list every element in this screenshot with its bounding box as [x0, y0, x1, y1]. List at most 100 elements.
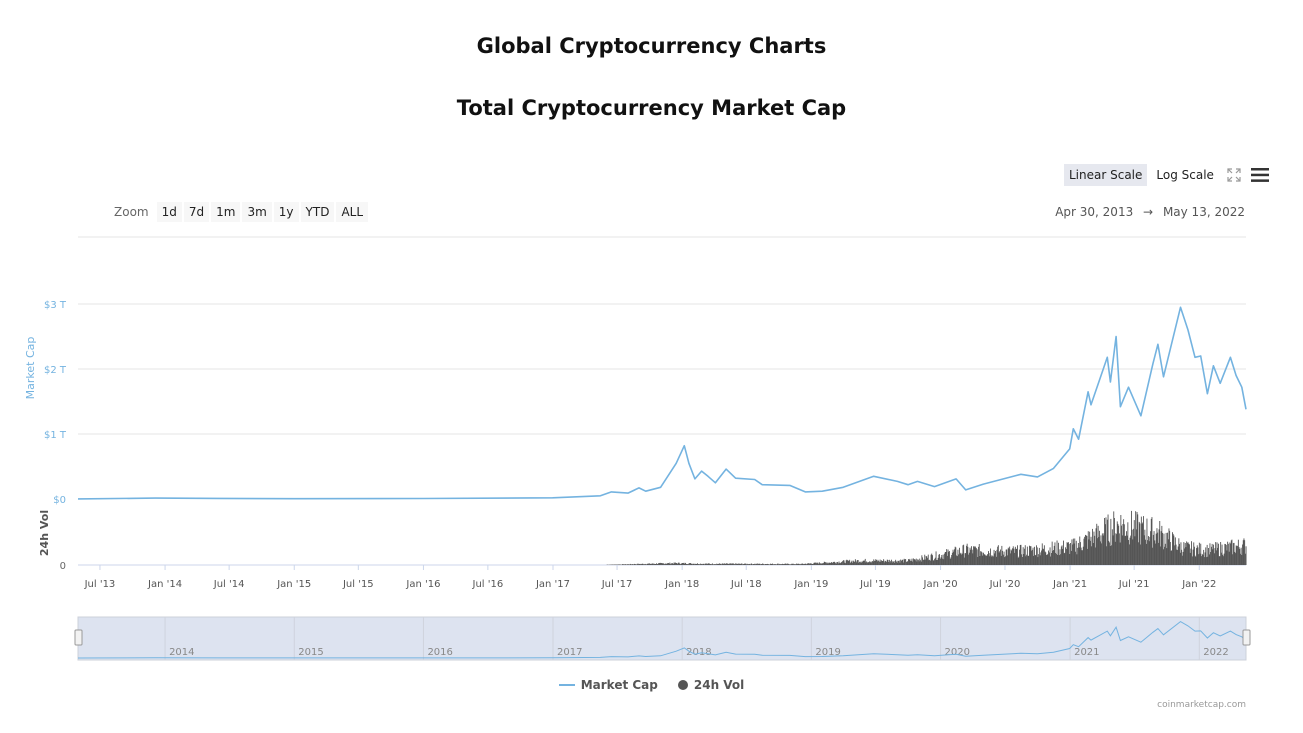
- volume-bar: [1160, 546, 1161, 565]
- volume-bar: [711, 564, 713, 565]
- volume-bar: [1109, 542, 1110, 565]
- volume-bar: [617, 564, 619, 565]
- volume-bar: [687, 564, 688, 565]
- volume-bar: [643, 564, 645, 565]
- volume-bar: [614, 564, 616, 565]
- volume-bar: [951, 552, 953, 565]
- volume-bar: [762, 563, 764, 565]
- volume-bar: [1218, 543, 1219, 565]
- volume-bar: [1187, 542, 1189, 565]
- volume-bar: [1152, 547, 1154, 565]
- volume-bar: [847, 560, 849, 565]
- volume-bar: [932, 555, 933, 565]
- volume-bar: [702, 563, 704, 565]
- volume-bar: [701, 563, 703, 565]
- volume-bar: [940, 557, 942, 565]
- volume-bar: [685, 563, 687, 565]
- volume-bar: [690, 564, 692, 565]
- range-to[interactable]: May 13, 2022: [1162, 205, 1245, 219]
- volume-bar: [1139, 523, 1141, 565]
- volume-bar: [1239, 548, 1241, 565]
- volume-bar: [757, 563, 759, 565]
- volume-bar: [1145, 539, 1146, 565]
- volume-bar: [895, 559, 897, 565]
- volume-bar: [1036, 547, 1038, 565]
- navigator-year-label: 2020: [945, 647, 970, 658]
- volume-bar: [764, 564, 766, 565]
- market-cap-line: [77, 306, 1247, 500]
- volume-bar: [660, 563, 662, 565]
- volume-bar: [714, 564, 716, 565]
- volume-bar: [719, 563, 720, 565]
- volume-bar: [770, 564, 772, 565]
- volume-bar: [1211, 546, 1212, 565]
- volume-bar: [1173, 535, 1175, 565]
- volume-bar: [941, 555, 943, 565]
- navigator-handle-right[interactable]: [1242, 629, 1251, 646]
- volume-bar: [985, 555, 986, 565]
- linear-scale-button[interactable]: Linear Scale: [1064, 164, 1148, 186]
- volume-bar: [1113, 511, 1115, 565]
- volume-bar: [680, 564, 681, 565]
- zoom-1y-button[interactable]: 1y: [273, 202, 299, 222]
- volume-bar: [1222, 554, 1224, 565]
- volume-bar: [919, 558, 921, 565]
- menu-icon[interactable]: [1249, 164, 1271, 186]
- volume-bar: [1189, 552, 1191, 565]
- volume-bar: [1166, 548, 1168, 565]
- volume-bar: [1218, 556, 1220, 565]
- volume-bar: [845, 563, 846, 565]
- zoom-7d-button[interactable]: 7d: [183, 202, 210, 222]
- volume-bar: [983, 554, 985, 565]
- legend-item-market-cap[interactable]: Market Cap: [558, 678, 658, 692]
- y-tick-label: $2 T: [44, 365, 67, 376]
- volume-bar: [806, 564, 807, 565]
- volume-bar: [1198, 542, 1200, 565]
- volume-bar: [820, 563, 822, 565]
- volume-bar: [988, 553, 990, 565]
- volume-bar: [662, 563, 664, 565]
- volume-bar: [1141, 523, 1143, 565]
- zoom-1m-button[interactable]: 1m: [211, 202, 241, 222]
- volume-bar: [657, 563, 659, 565]
- volume-bar: [631, 564, 633, 565]
- volume-bar: [866, 561, 868, 565]
- volume-bar: [1082, 546, 1084, 565]
- volume-bar: [950, 557, 952, 565]
- volume-bar: [856, 562, 858, 565]
- volume-bar: [888, 562, 890, 565]
- range-from[interactable]: Apr 30, 2013: [1055, 205, 1134, 219]
- volume-bar: [794, 564, 795, 565]
- market-cap-chart: $0 $1 T $2 T $3 T Market Cap 0 24h Vol Jul '13 J…: [24, 236, 1251, 661]
- volume-bar: [614, 564, 616, 565]
- volume-bar: [753, 564, 755, 565]
- zoom-all-button[interactable]: ALL: [336, 202, 369, 222]
- legend-item-volume[interactable]: 24h Vol: [677, 678, 744, 692]
- zoom-ytd-button[interactable]: YTD: [300, 202, 335, 222]
- volume-bar: [1008, 548, 1010, 565]
- fullscreen-icon[interactable]: [1223, 164, 1245, 186]
- volume-bar: [1142, 522, 1144, 565]
- volume-bar: [800, 564, 802, 565]
- volume-bar: [956, 556, 958, 565]
- volume-bar: [708, 563, 710, 565]
- credit-link[interactable]: coinmarketcap.com: [1157, 700, 1246, 710]
- log-scale-button[interactable]: Log Scale: [1156, 168, 1214, 182]
- volume-bar: [791, 563, 793, 565]
- volume-bar: [726, 563, 728, 565]
- zoom-1d-button[interactable]: 1d: [156, 202, 182, 222]
- volume-bar: [1235, 553, 1236, 565]
- volume-bar: [886, 561, 887, 565]
- navigator-handle-left[interactable]: [74, 629, 83, 646]
- volume-bar: [765, 564, 766, 565]
- zoom-3m-button[interactable]: 3m: [242, 202, 272, 222]
- volume-bar: [837, 562, 839, 565]
- volume-bar: [866, 562, 868, 565]
- volume-bar: [629, 563, 631, 565]
- volume-bar: [999, 551, 1001, 565]
- volume-bar: [774, 564, 776, 565]
- volume-bar: [799, 564, 800, 565]
- volume-bar: [872, 561, 874, 565]
- volume-bar: [1129, 537, 1131, 565]
- volume-bar: [1137, 514, 1139, 565]
